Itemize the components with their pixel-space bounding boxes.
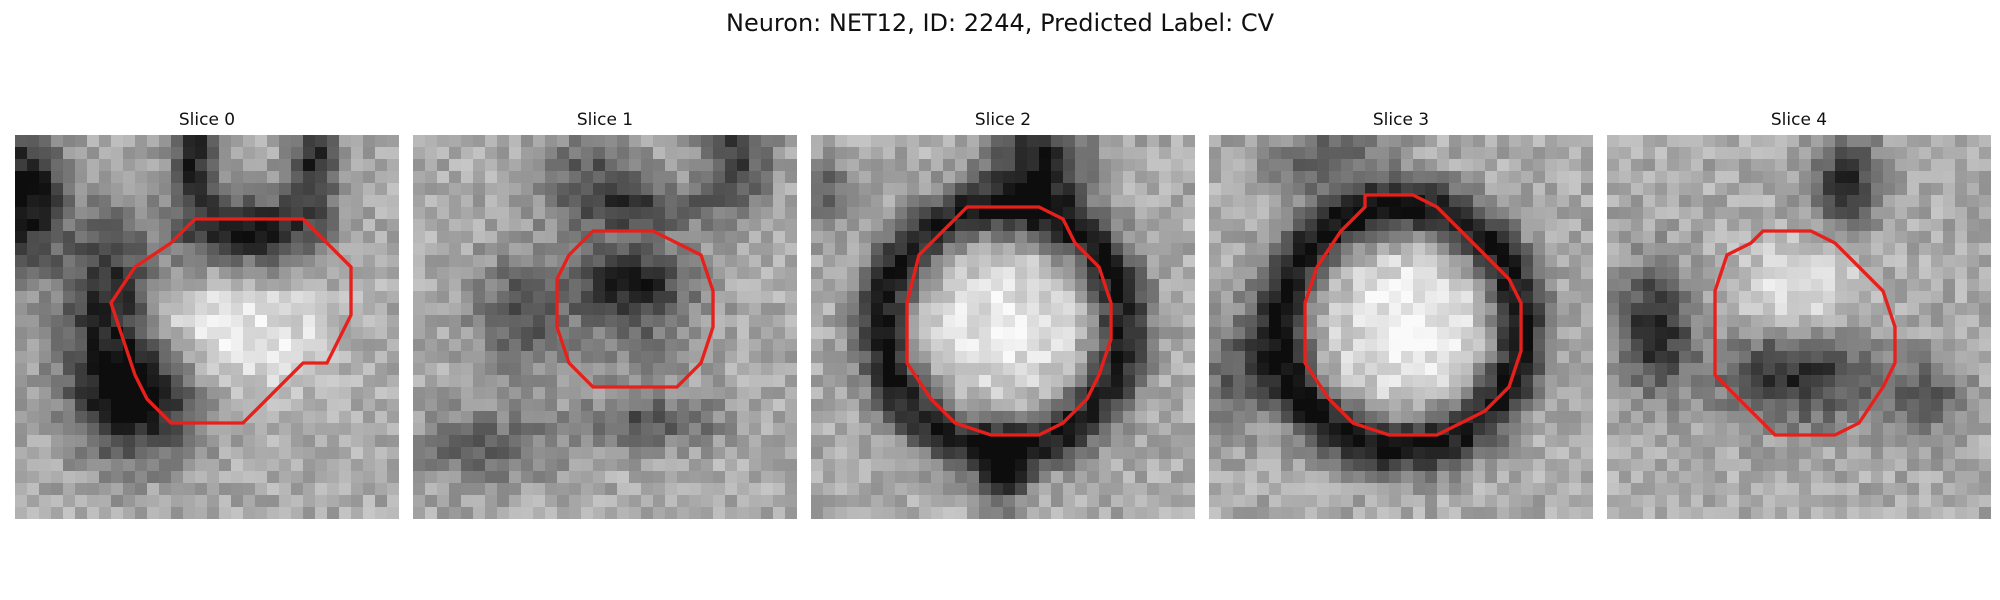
slice-title-3: Slice 3 (1372, 110, 1430, 130)
slice-image-0 (15, 135, 399, 519)
roi-contour (905, 205, 1113, 437)
roi-contour (1713, 229, 1897, 437)
slice-canvas-3 (1209, 135, 1593, 519)
slice-image-2 (811, 135, 1195, 519)
slice-canvas-4 (1607, 135, 1991, 519)
roi-contour (555, 229, 715, 389)
figure-title: Neuron: NET12, ID: 2244, Predicted Label… (726, 9, 1274, 37)
slice-title-1: Slice 1 (576, 110, 634, 130)
roi-contour (109, 217, 353, 425)
slice-canvas-1 (413, 135, 797, 519)
slice-title-0: Slice 0 (178, 110, 236, 130)
slice-title-2: Slice 2 (974, 110, 1032, 130)
slice-image-4 (1607, 135, 1991, 519)
slice-image-3 (1209, 135, 1593, 519)
slice-canvas-2 (811, 135, 1195, 519)
slice-canvas-0 (15, 135, 399, 519)
slice-title-4: Slice 4 (1770, 110, 1828, 130)
roi-contour (1303, 193, 1523, 437)
slice-image-1 (413, 135, 797, 519)
